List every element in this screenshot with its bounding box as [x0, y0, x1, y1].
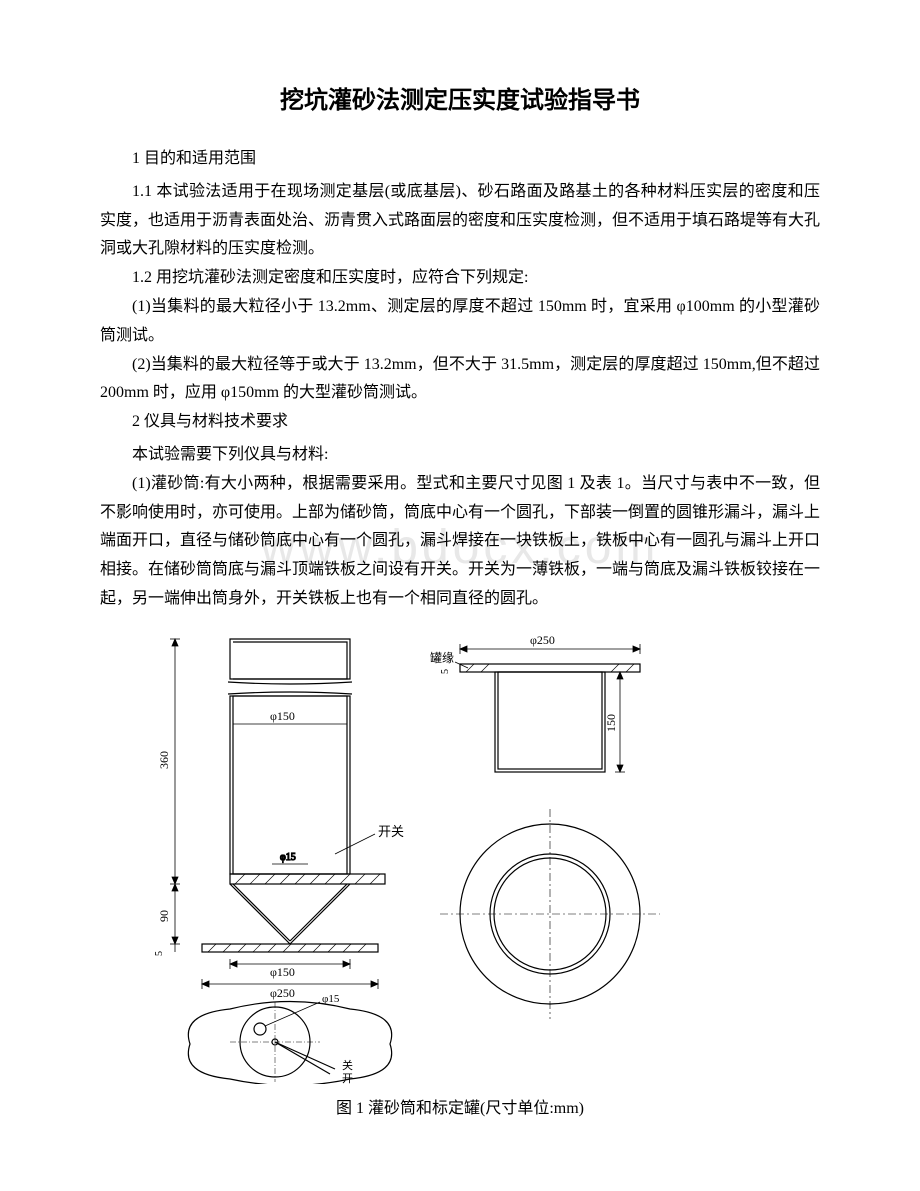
- section-2-heading: 2 仪具与材料技术要求: [100, 408, 820, 437]
- dim-15-bottom: φ15: [322, 993, 340, 1005]
- dim-15-switch: φ15: [280, 852, 296, 863]
- paragraph-2-intro: 本试验需要下列仪具与材料:: [100, 441, 820, 470]
- paragraph-1-2-2: (2)当集料的最大粒径等于或大于 13.2mm，但不大于 31.5mm，测定层的…: [100, 351, 820, 409]
- figure-1-caption: 图 1 灌砂筒和标定罐(尺寸单位:mm): [100, 1094, 820, 1118]
- paragraph-1-1: 1.1 本试验法适用于在现场测定基层(或底基层)、砂石路面及路基土的各种材料压实…: [100, 178, 820, 264]
- dim-90: 90: [157, 910, 171, 922]
- dim-150-v: 150: [604, 714, 618, 732]
- paragraph-1-2: 1.2 用挖坑灌砂法测定密度和压实度时，应符合下列规定:: [100, 264, 820, 293]
- label-open: 开: [342, 1073, 353, 1084]
- section-1-heading: 1 目的和适用范围: [100, 145, 820, 174]
- dim-150-base: φ150: [270, 965, 295, 979]
- dim-250-base: φ250: [270, 986, 295, 1000]
- switch-label: 开关: [378, 824, 404, 839]
- document-content: 挖坑灌砂法测定压实度试验指导书 1 目的和适用范围 1.1 本试验法适用于在现场…: [100, 80, 820, 1118]
- figure-1-diagram: φ150 φ15: [100, 624, 820, 1084]
- document-title: 挖坑灌砂法测定压实度试验指导书: [100, 80, 820, 115]
- paragraph-1-2-1: (1)当集料的最大粒径小于 13.2mm、测定层的厚度不超过 150mm 时，宜…: [100, 293, 820, 351]
- dim-5: 5: [440, 669, 451, 674]
- sand-cone-diagram: φ150 φ15: [120, 624, 680, 1084]
- dim-360: 360: [157, 751, 171, 769]
- edge-label: 罐缘: [430, 651, 454, 665]
- paragraph-2-1: (1)灌砂筒:有大小两种，根据需要采用。型式和主要尺寸见图 1 及表 1。当尺寸…: [100, 470, 820, 614]
- dim-150-cyl: φ150: [270, 709, 295, 723]
- dim-5-base: 5: [154, 951, 165, 956]
- dim-250-top: φ250: [530, 633, 555, 647]
- label-close: 关: [342, 1058, 353, 1072]
